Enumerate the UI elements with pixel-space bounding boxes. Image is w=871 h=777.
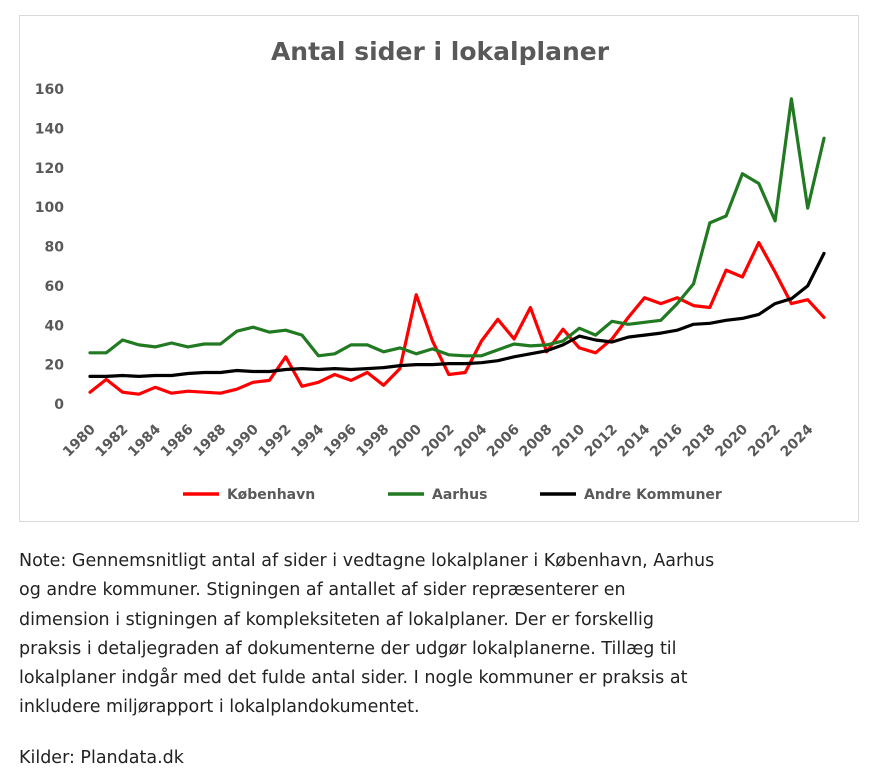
y-tick-label: 120 (35, 161, 64, 177)
x-tick-label: 1998 (354, 422, 393, 461)
y-axis-ticks: 0 20 40 60 80 100 120 140 160 (35, 82, 64, 413)
x-tick-label: 1986 (158, 422, 197, 461)
series-line-0 (88, 241, 826, 396)
x-tick-label: 1990 (223, 421, 262, 460)
legend-label-2: Andre Kommuner (584, 487, 722, 503)
chart-title: Antal sider i lokalplaner (271, 37, 610, 66)
x-tick-label: 1996 (321, 422, 360, 461)
x-tick-label: 1994 (288, 421, 327, 460)
x-tick-label: 1982 (93, 422, 132, 461)
x-tick-label: 1980 (60, 421, 99, 460)
x-axis-ticks: 1980198219841986198819901992199419961998… (60, 421, 817, 460)
x-tick-label: 2024 (778, 421, 817, 460)
chart-frame: Antal sider i lokalplaner 0 20 40 60 80 100 12… (19, 15, 859, 522)
series-line-2 (88, 251, 826, 378)
x-tick-label: 1988 (190, 422, 229, 461)
chart-source: Kilder: Plandata.dk (19, 748, 184, 768)
legend: København Aarhus Andre Kommuner (183, 487, 722, 503)
x-tick-label: 2006 (484, 422, 523, 461)
y-tick-label: 40 (45, 318, 65, 334)
x-tick-label: 2016 (647, 422, 686, 461)
line-chart: Antal sider i lokalplaner 0 20 40 60 80 100 12… (35, 37, 826, 503)
chart-note: Note: Gennemsnitligt antal af sider i ve… (19, 551, 715, 718)
y-tick-label: 100 (35, 200, 64, 216)
x-tick-label: 2004 (451, 421, 490, 460)
y-tick-label: 0 (54, 397, 64, 413)
x-tick-label: 2014 (615, 421, 654, 460)
series-line-1 (88, 97, 826, 358)
x-tick-label: 2012 (582, 422, 621, 461)
legend-label-1: Aarhus (432, 487, 487, 503)
y-tick-label: 140 (35, 121, 64, 137)
y-tick-label: 160 (35, 82, 64, 98)
x-tick-label: 2020 (712, 421, 751, 460)
x-tick-label: 2010 (549, 421, 588, 460)
x-tick-label: 2002 (419, 422, 458, 461)
x-tick-label: 2018 (680, 422, 719, 461)
legend-label-0: København (227, 487, 315, 503)
x-tick-label: 2022 (745, 422, 784, 461)
y-tick-label: 80 (45, 240, 65, 256)
x-tick-label: 2008 (517, 422, 556, 461)
x-tick-label: 2000 (386, 421, 425, 460)
x-tick-label: 1992 (256, 422, 295, 461)
x-tick-label: 1984 (125, 421, 164, 460)
y-tick-label: 60 (45, 279, 65, 295)
y-tick-label: 20 (45, 358, 65, 374)
series-lines (88, 97, 826, 396)
